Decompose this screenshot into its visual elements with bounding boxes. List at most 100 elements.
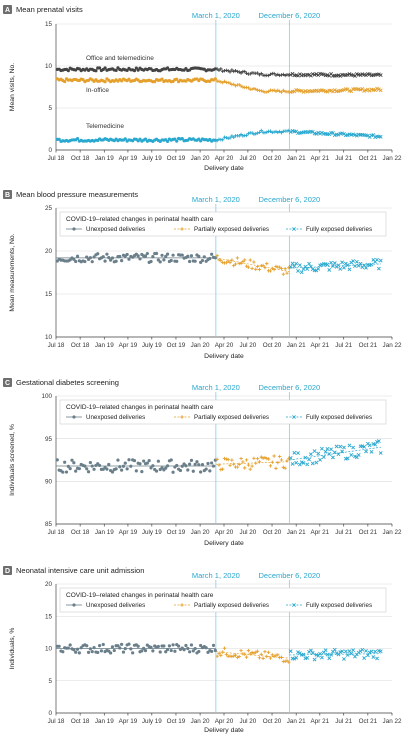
x-tick-label: Apr 19 [119, 529, 138, 536]
data-point [118, 254, 122, 259]
data-point [277, 265, 282, 269]
data-point [318, 651, 322, 656]
data-point [235, 655, 240, 660]
data-point [349, 452, 354, 457]
data-point [334, 444, 339, 449]
data-point [351, 648, 356, 653]
data-point [378, 451, 383, 455]
legend-marker-partial [180, 227, 184, 231]
x-tick-label: Jan 20 [191, 342, 210, 349]
trend-partial [215, 257, 290, 272]
data-point [101, 642, 105, 647]
data-point [165, 464, 170, 468]
data-point [226, 259, 230, 263]
legend-label-unexposed: Unexposed deliveries [86, 602, 145, 609]
data-point [197, 649, 201, 654]
data-point [274, 264, 278, 269]
legend-marker-full [292, 227, 296, 231]
data-point [199, 643, 203, 648]
data-point [165, 252, 170, 256]
data-point [164, 254, 168, 258]
data-point [329, 260, 334, 265]
x-tick-label: Jul 21 [335, 718, 352, 725]
data-point [176, 644, 181, 648]
data-point [85, 255, 89, 259]
x-tick-label: Jan 22 [383, 529, 402, 536]
data-point [299, 270, 304, 275]
data-point [367, 443, 372, 448]
legend-title: COVID-19–related changes in perinatal he… [66, 216, 214, 223]
data-point [134, 469, 138, 473]
data-point [252, 651, 256, 655]
x-tick-label: Oct 18 [71, 529, 90, 536]
data-point [342, 445, 346, 450]
data-point [68, 467, 72, 471]
legend-title: COVID-19–related changes in perinatal he… [66, 404, 214, 411]
data-point [63, 460, 67, 464]
x-tick-label: Apr 21 [311, 718, 330, 725]
data-point [110, 256, 115, 260]
legend-marker-full [292, 415, 296, 419]
data-point [241, 259, 245, 264]
series-line [57, 130, 381, 142]
data-point [171, 253, 175, 257]
panel-badge [3, 190, 12, 199]
y-tick-label: 15 [45, 291, 53, 298]
event-label-december: December 6, 2020 [259, 383, 321, 392]
data-point [367, 650, 372, 655]
data-point [77, 467, 81, 471]
data-point [252, 260, 256, 264]
data-point [182, 648, 186, 652]
data-point [345, 456, 350, 461]
data-point [186, 468, 190, 472]
data-point [244, 458, 249, 462]
y-tick-label: 0 [48, 147, 52, 154]
x-tick-label: Jan 20 [191, 529, 210, 536]
data-point [342, 265, 346, 270]
trend-partial [215, 651, 290, 659]
data-point [143, 649, 148, 653]
data-point [158, 650, 162, 654]
data-point [88, 256, 92, 260]
data-point [127, 257, 131, 261]
data-point [197, 254, 201, 258]
data-point [347, 267, 352, 272]
data-point [356, 453, 361, 457]
x-tick-label: Jul 20 [239, 342, 256, 349]
data-point [136, 644, 140, 648]
panel-badge-letter: C [5, 380, 10, 387]
data-point [272, 454, 276, 458]
data-point [147, 459, 151, 463]
data-point [244, 655, 249, 659]
data-point [219, 467, 223, 472]
data-point [255, 649, 260, 653]
data-point [72, 461, 76, 465]
data-point [195, 460, 199, 464]
x-tick-label: Jul 21 [335, 155, 352, 162]
data-point [219, 258, 223, 263]
data-point [263, 455, 267, 460]
y-axis-title: Individuals, % [9, 628, 16, 670]
data-point [188, 650, 192, 654]
data-point [199, 470, 203, 474]
data-point [338, 444, 343, 449]
data-point [70, 458, 74, 462]
data-point [125, 252, 129, 257]
data-point [378, 649, 383, 654]
x-tick-label: Apr 20 [215, 155, 234, 162]
data-point [243, 652, 247, 656]
data-point [74, 469, 78, 473]
data-point [332, 647, 337, 652]
data-point [265, 654, 269, 659]
data-point [257, 267, 262, 272]
data-point [85, 467, 89, 471]
data-point [305, 655, 310, 660]
data-point [263, 266, 267, 270]
legend-marker-unexposed [72, 603, 76, 607]
data-point [331, 264, 335, 269]
data-point [325, 652, 330, 657]
data-point [316, 266, 321, 271]
data-point [138, 257, 142, 261]
x-tick-label: Oct 21 [359, 718, 378, 725]
